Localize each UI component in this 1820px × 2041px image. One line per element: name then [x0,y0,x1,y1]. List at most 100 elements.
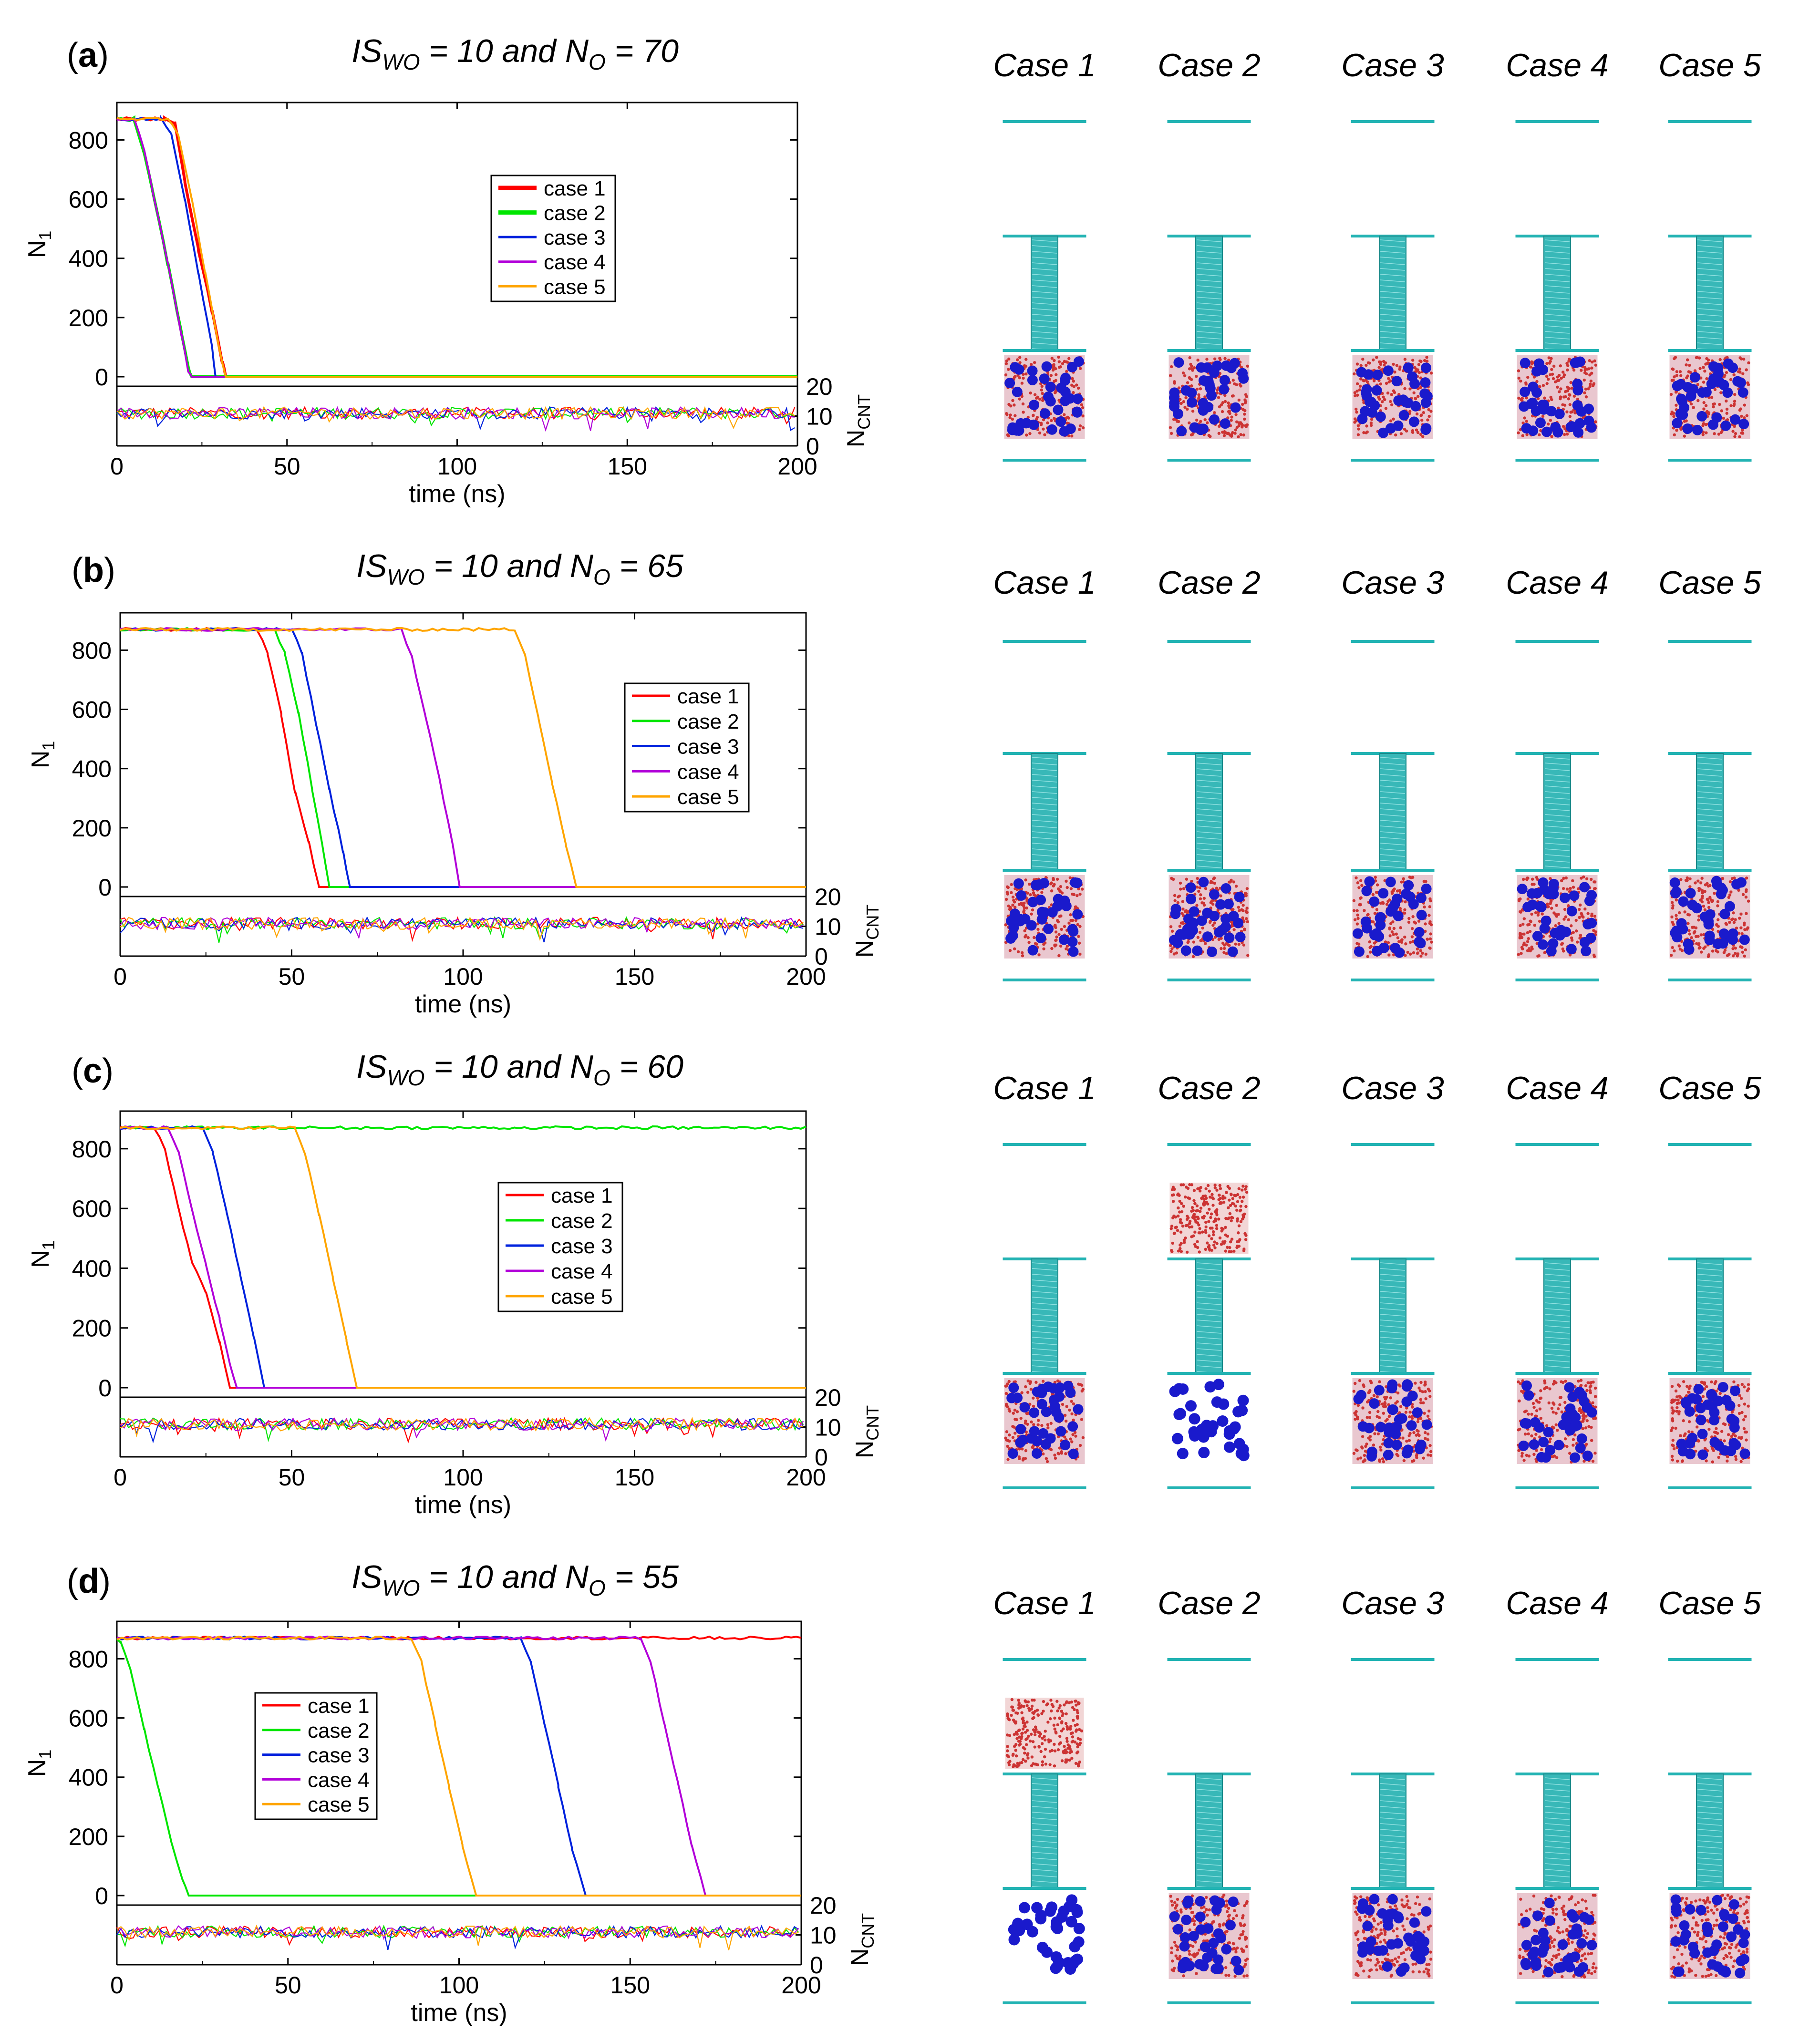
nanotube-lattice-line [1196,257,1222,259]
water-molecule [1207,1220,1210,1223]
nanotube-lattice-line [1032,1319,1057,1322]
y2-axis-label-sub: CNT [863,1405,882,1441]
water-molecule [1021,954,1024,958]
water-molecule [1354,1413,1357,1417]
oil-molecule [1010,362,1021,373]
panel-label: (a) [67,36,109,74]
water-molecule [1547,356,1551,360]
water-molecule [1019,1706,1022,1709]
oil-molecule [1682,381,1693,392]
water-molecule [1012,1718,1015,1722]
water-molecule [1065,1419,1068,1423]
water-molecule [1044,1730,1047,1733]
water-molecule [1539,1389,1542,1392]
water-molecule [1011,1436,1015,1439]
nanotube-lattice-line [1380,1262,1406,1265]
water-molecule [1049,1717,1052,1721]
water-molecule [1040,1424,1044,1427]
water-molecule [1187,940,1190,943]
nanotube-lattice-line [1380,1348,1406,1351]
y2-axis-label-main: N [846,1948,874,1967]
oil-molecule [1528,381,1539,392]
water-molecule [1227,410,1231,413]
water-molecule [1717,918,1720,921]
water-molecule [1422,411,1425,414]
water-molecule [1591,1401,1594,1404]
water-molecule [1238,909,1241,912]
water-molecule [1199,897,1202,900]
water-molecule [1070,434,1074,438]
legend-label: case 1 [551,1184,613,1207]
water-molecule [1739,926,1743,929]
water-molecule [1417,363,1421,366]
water-molecule [1030,912,1033,916]
water-molecule [1403,387,1406,391]
water-molecule [1561,425,1565,428]
y-tick-label: 600 [72,697,112,723]
water-molecule [1032,414,1035,417]
water-molecule [1172,877,1175,881]
water-molecule [1419,360,1423,363]
water-molecule [1021,1447,1024,1451]
water-molecule [1013,1432,1017,1435]
water-molecule [1029,1387,1033,1391]
water-molecule [1070,1412,1074,1416]
water-molecule [1726,1455,1729,1459]
water-molecule [1180,1210,1184,1214]
water-molecule [1701,433,1705,436]
water-molecule [1368,1416,1372,1419]
water-molecule [1241,408,1245,412]
y-tick-label: 800 [72,637,112,664]
oil-molecule [1401,1381,1412,1392]
carbon-nanotube [1543,753,1571,871]
oil-molecule [1385,876,1396,887]
water-molecule [1180,912,1184,915]
water-molecule [1674,1426,1677,1430]
oil-molecule [1416,893,1427,904]
water-molecule [1696,383,1699,386]
water-molecule [1530,877,1534,881]
water-molecule [1234,1194,1237,1197]
water-molecule [1700,876,1704,880]
nanotube-lattice-line [1544,279,1570,282]
water-molecule [1590,360,1594,364]
water-molecule [1739,912,1743,916]
water-molecule [1201,1195,1205,1198]
water-molecule [1394,1402,1397,1405]
nanotube-lattice-line [1544,325,1570,328]
water-molecule [1023,901,1026,905]
oil-molecule [1583,403,1594,414]
water-molecule [1027,1707,1031,1710]
water-molecule [1355,362,1359,366]
oil-molecule [1572,385,1583,396]
water-molecule [1699,933,1703,937]
water-molecule [1032,936,1036,939]
oil-molecule [1375,912,1386,923]
nanotube-lattice-line [1544,825,1570,828]
water-molecule [1713,1381,1717,1385]
oil-molecule [1017,1434,1028,1445]
oil-molecule [1571,357,1582,368]
oil-molecule [1004,378,1015,389]
water-molecule [1014,1754,1018,1758]
legend-box [624,682,750,813]
snapshot-case-label: Case 1 [993,1070,1096,1106]
nanotube-lattice-line [1380,866,1406,868]
water-molecule [1021,951,1024,955]
water-molecule [1547,378,1550,381]
oil-molecule [1183,913,1194,924]
water-molecule [1547,1401,1551,1405]
water-molecule [1670,901,1674,904]
water-molecule [1078,424,1082,428]
y2-axis-label: NCNT [842,394,874,448]
water-molecule [1356,424,1360,427]
y-axis-label: N1 [23,1750,55,1777]
water-molecule [1705,377,1708,381]
nanotube-lattice-line [1544,245,1570,248]
water-molecule [1716,904,1719,907]
water-molecule [1741,950,1745,954]
panel-title: ISWO = 10 and NO = 60 [356,1049,683,1090]
water-molecule [1201,1230,1204,1234]
ncnt-series-4 [120,917,804,939]
oil-molecule [1032,1448,1043,1459]
